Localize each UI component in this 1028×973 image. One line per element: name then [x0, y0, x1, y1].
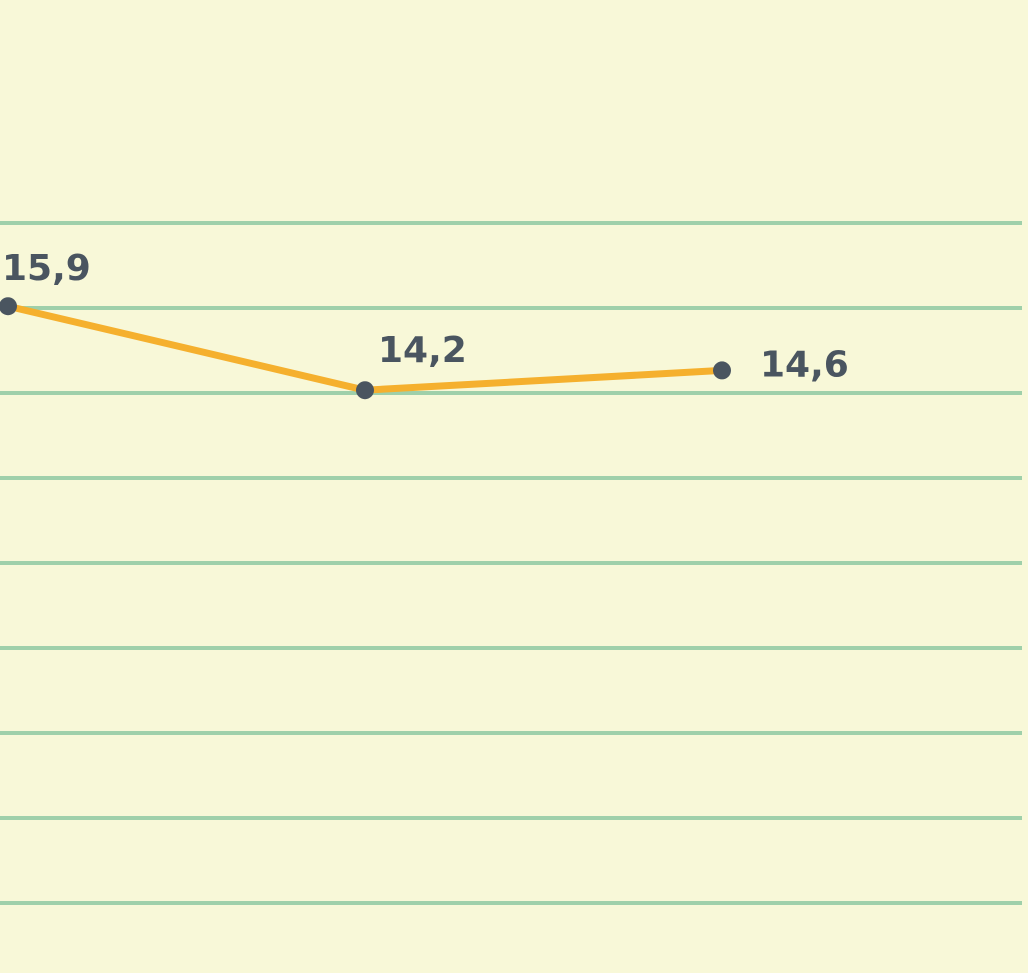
point	[713, 361, 731, 380]
data-label: 15,9	[2, 248, 91, 289]
point	[0, 297, 17, 316]
point	[356, 381, 374, 400]
ruled-lines	[0, 221, 1022, 905]
data-label: 14,6	[760, 344, 849, 385]
data-label: 14,2	[378, 330, 467, 371]
